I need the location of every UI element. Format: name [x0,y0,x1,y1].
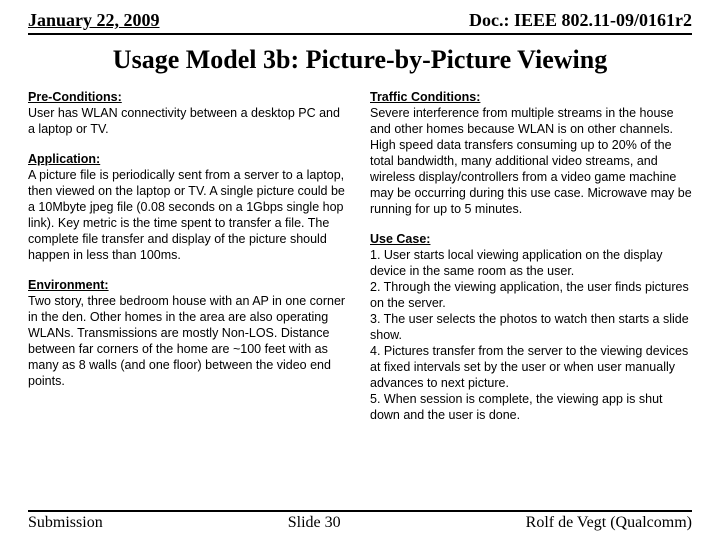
traffic-conditions-heading: Traffic Conditions: [370,90,480,104]
environment-section: Environment: Two story, three bedroom ho… [28,277,350,389]
environment-text: Two story, three bedroom house with an A… [28,294,345,388]
application-text: A picture file is periodically sent from… [28,168,345,262]
preconditions-heading: Pre-Conditions: [28,90,122,104]
header-bar: January 22, 2009 Doc.: IEEE 802.11-09/01… [28,10,692,35]
use-case-section: Use Case: 1. User starts local viewing a… [370,231,692,423]
use-case-heading: Use Case: [370,232,430,246]
use-case-step-1: 1. User starts local viewing application… [370,248,663,278]
use-case-step-2: 2. Through the viewing application, the … [370,280,689,310]
use-case-step-5: 5. When session is complete, the viewing… [370,392,663,422]
traffic-conditions-text: Severe interference from multiple stream… [370,106,692,216]
right-column: Traffic Conditions: Severe interference … [370,89,692,437]
left-column: Pre-Conditions: User has WLAN connectivi… [28,89,350,437]
header-date: January 22, 2009 [28,10,160,31]
footer-slide-number: Slide 30 [288,514,341,532]
application-heading: Application: [28,152,100,166]
footer-author: Rolf de Vegt (Qualcomm) [526,514,692,532]
use-case-step-3: 3. The user selects the photos to watch … [370,312,689,342]
application-section: Application: A picture file is periodica… [28,151,350,263]
footer-left: Submission [28,514,103,532]
traffic-conditions-section: Traffic Conditions: Severe interference … [370,89,692,217]
slide-page: January 22, 2009 Doc.: IEEE 802.11-09/01… [0,0,720,540]
use-case-step-4: 4. Pictures transfer from the server to … [370,344,688,390]
footer-bar: Submission Slide 30 Rolf de Vegt (Qualco… [28,510,692,532]
preconditions-text: User has WLAN connectivity between a des… [28,106,340,136]
environment-heading: Environment: [28,278,109,292]
slide-title: Usage Model 3b: Picture-by-Picture Viewi… [28,45,692,75]
preconditions-section: Pre-Conditions: User has WLAN connectivi… [28,89,350,137]
content-columns: Pre-Conditions: User has WLAN connectivi… [28,89,692,437]
header-doc-id: Doc.: IEEE 802.11-09/0161r2 [469,10,692,31]
